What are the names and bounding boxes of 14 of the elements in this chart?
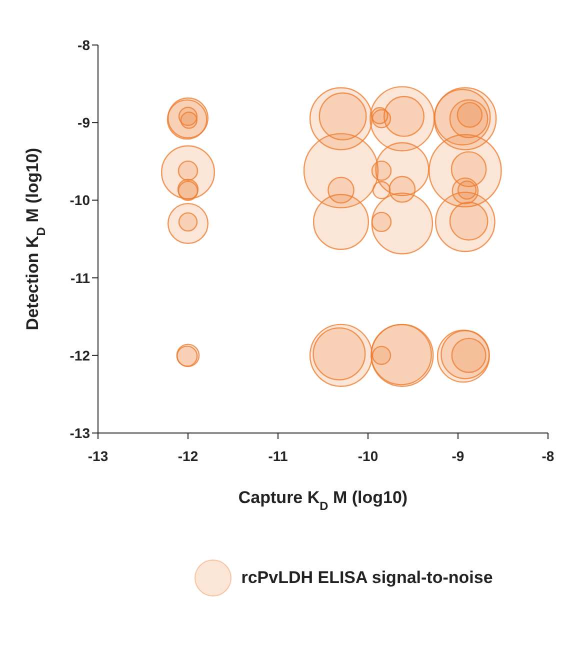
legend-label: rcPvLDH ELISA signal-to-noise — [241, 568, 493, 588]
x-tick-label: -9 — [452, 448, 464, 464]
x-tick-label: -13 — [88, 448, 108, 464]
y-tick-label: -9 — [78, 114, 90, 131]
y-tick-label: -12 — [70, 347, 90, 364]
y-tick-label: -13 — [70, 424, 90, 441]
x-tick-label: -12 — [178, 448, 198, 464]
x-tick-label: -8 — [542, 448, 554, 464]
x-axis-title: Capture K$_{D}$ M (log10) — [238, 488, 408, 513]
y-tick-label: -11 — [70, 270, 90, 286]
y-tick-label: -8 — [78, 36, 90, 53]
x-tick-label: -11 — [268, 448, 288, 464]
y-tick-label: -10 — [70, 192, 90, 208]
x-tick-label: -10 — [358, 448, 378, 464]
